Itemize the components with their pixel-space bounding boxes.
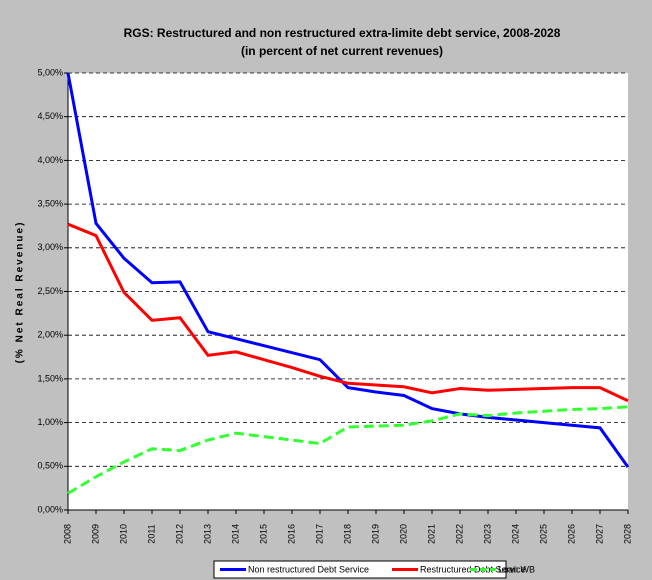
x-tick-label: 2012 bbox=[174, 524, 184, 544]
legend-label: Loan WB bbox=[498, 564, 535, 574]
series-line bbox=[66, 72, 630, 469]
y-tick-label: 4,00% bbox=[37, 155, 63, 165]
x-tick-label: 2026 bbox=[566, 524, 576, 544]
chart-title: RGS: Restructured and non restructured e… bbox=[124, 26, 561, 40]
y-tick-label: 1,50% bbox=[37, 373, 63, 383]
legend bbox=[213, 560, 507, 579]
series-line bbox=[67, 222, 629, 403]
x-tick-label: 2019 bbox=[370, 524, 380, 544]
x-tick-label: 2016 bbox=[286, 524, 296, 544]
y-axis-label: (% Net Real Revenue) bbox=[15, 221, 26, 364]
y-tick-label: 0,50% bbox=[37, 461, 63, 471]
x-tick-label: 2013 bbox=[202, 524, 212, 544]
x-tick-label: 2025 bbox=[538, 524, 548, 544]
y-tick-label: 1,00% bbox=[37, 417, 63, 427]
x-tick-label: 2018 bbox=[342, 524, 352, 544]
x-tick-label: 2017 bbox=[314, 524, 324, 544]
legend-label: Non restructured Debt Service bbox=[248, 564, 369, 574]
x-tick-label: 2027 bbox=[594, 524, 604, 544]
x-tick-label: 2015 bbox=[258, 524, 268, 544]
y-tick-label: 2,00% bbox=[37, 330, 63, 340]
x-tick-label: 2024 bbox=[510, 524, 520, 544]
y-tick-label: 3,00% bbox=[37, 242, 63, 252]
x-tick-label: 2021 bbox=[426, 524, 436, 544]
x-tick-label: 2020 bbox=[398, 524, 408, 544]
y-tick-label: 0,00% bbox=[37, 504, 63, 514]
x-tick-label: 2023 bbox=[482, 524, 492, 544]
x-tick-label: 2022 bbox=[454, 524, 464, 544]
y-tick-label: 2,50% bbox=[37, 286, 63, 296]
x-tick-label: 2010 bbox=[118, 524, 128, 544]
x-tick-label: 2008 bbox=[62, 524, 72, 544]
y-tick-label: 5,00% bbox=[37, 67, 63, 77]
y-tick-label: 3,50% bbox=[37, 198, 63, 208]
x-tick-label: 2028 bbox=[622, 524, 632, 544]
y-tick-label: 4,50% bbox=[37, 111, 63, 121]
series-line bbox=[67, 405, 629, 495]
x-tick-label: 2009 bbox=[90, 524, 100, 544]
chart-subtitle: (in percent of net current revenues) bbox=[241, 44, 443, 58]
x-tick-label: 2011 bbox=[146, 524, 156, 543]
x-tick-label: 2014 bbox=[230, 524, 240, 544]
